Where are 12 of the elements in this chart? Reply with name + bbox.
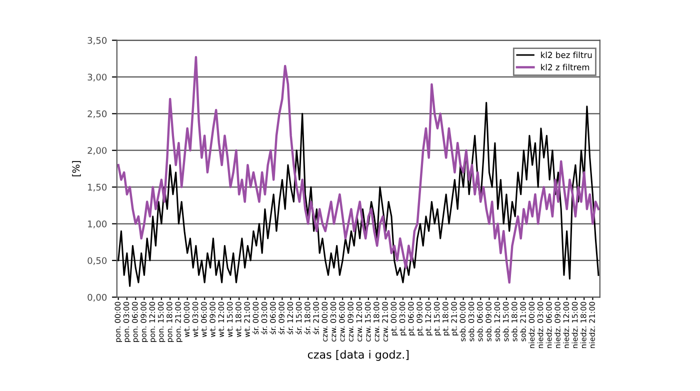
y-tick-label: 3,50 [88,37,107,45]
y-tick-label: 0,00 [88,294,107,302]
legend-label: kl2 z filtrem [541,64,590,70]
y-tick-label: 2,00 [88,147,107,155]
y-tick-label: 1,00 [88,220,107,228]
y-tick-label: 2,50 [88,110,107,118]
y-tick-label: 3,00 [88,74,107,82]
y-tick-label: 1,50 [88,184,107,192]
x-axis-title: czas [data i godz.] [308,350,409,361]
legend-label: kl2 bez filtru [541,52,592,58]
y-tick-label: 0,50 [88,257,107,265]
y-axis-title: [%] [72,161,81,176]
